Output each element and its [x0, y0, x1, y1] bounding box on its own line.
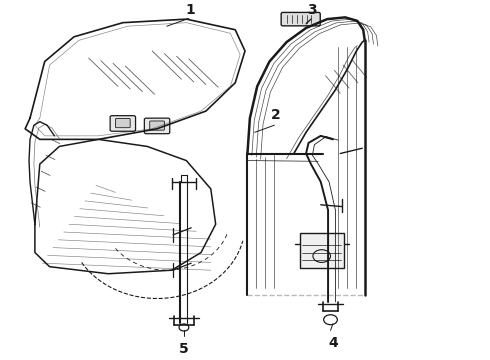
Text: 1: 1	[185, 3, 195, 17]
FancyBboxPatch shape	[116, 118, 130, 128]
Text: 5: 5	[179, 342, 189, 356]
Text: 4: 4	[328, 336, 338, 350]
Circle shape	[179, 324, 189, 331]
FancyBboxPatch shape	[145, 118, 170, 134]
Text: 3: 3	[308, 3, 317, 17]
Text: 2: 2	[271, 108, 281, 122]
FancyBboxPatch shape	[281, 12, 320, 26]
Bar	[300, 233, 343, 269]
Circle shape	[324, 315, 337, 325]
FancyBboxPatch shape	[110, 116, 136, 131]
FancyBboxPatch shape	[150, 121, 164, 130]
